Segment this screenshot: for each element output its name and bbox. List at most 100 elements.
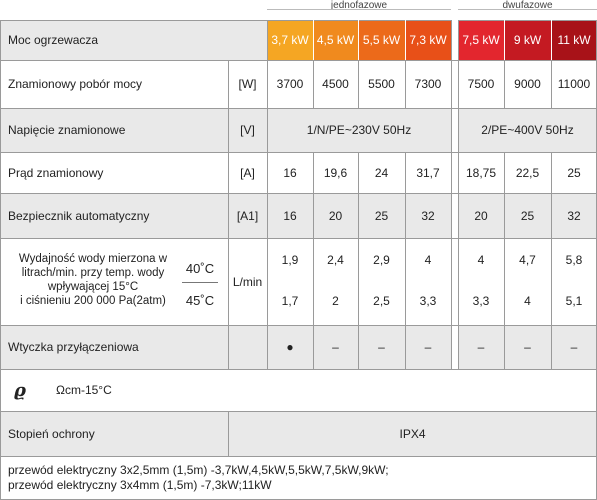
unit-flow: L/min <box>232 274 263 289</box>
rated-power-value: 7500 <box>467 77 495 91</box>
temp-45: 45˚C <box>185 292 215 308</box>
current-value: 31,7 <box>416 165 440 180</box>
row-bg-current <box>0 152 597 193</box>
fuse-value: 25 <box>374 208 389 223</box>
group-label-three-phase: dwufazowe <box>502 0 553 11</box>
plug-value: – <box>570 340 578 354</box>
flow40-value: 1,9 <box>281 253 299 267</box>
flow45-value: 3,3 <box>472 294 490 308</box>
grid-line <box>0 152 597 153</box>
grid-line <box>313 20 314 60</box>
row-bg-cables <box>0 456 597 500</box>
label-current: Prąd znamionowy <box>8 165 104 180</box>
grid-line <box>551 20 552 60</box>
flow40-value: 2,9 <box>373 253 390 267</box>
resistivity-symbol: ϱ <box>14 379 26 401</box>
grid-line <box>358 20 359 60</box>
group-underline-three <box>458 9 597 10</box>
grid-line <box>551 152 552 369</box>
label-fuse: Bezpiecznik automatyczny <box>8 208 150 223</box>
grid-line <box>504 60 505 108</box>
current-value: 24 <box>374 165 389 180</box>
current-value: 16 <box>283 165 297 180</box>
rated-power-value: 7300 <box>414 77 442 91</box>
group-label-single-phase: jednofazowe <box>330 0 388 11</box>
cable-note-2: przewód elektryczny 3x4mm (1,5m) -7,3kW;… <box>8 478 272 492</box>
row-bg-heater <box>0 20 267 60</box>
flow40-value: 4 <box>477 253 485 267</box>
power-cell-11kw: 11 kW <box>551 20 597 60</box>
group-underline-single <box>267 9 451 10</box>
fuse-value: 32 <box>421 208 435 223</box>
rated-power-value: 5500 <box>368 77 395 91</box>
plug-value: ● <box>286 340 294 354</box>
rated-power-value: 4500 <box>322 77 349 91</box>
row-bg-flow <box>0 238 597 325</box>
grid-line <box>405 60 406 108</box>
unit-rated-power: [W] <box>238 77 257 91</box>
power-cell-4-5kw: 4,5 kW <box>313 20 358 60</box>
current-value: 22,5 <box>515 165 540 180</box>
power-cell-3-7kw: 3,7 kW <box>267 20 313 60</box>
row-bg-resistivity <box>0 369 597 411</box>
grid-line <box>313 152 314 369</box>
grid-line <box>313 60 314 108</box>
flow40-value: 4,7 <box>519 253 536 267</box>
voltage-single-phase: 1/N/PE~230V 50Hz <box>306 123 412 137</box>
current-value: 19,6 <box>323 165 348 180</box>
label-rated-power: Znamionowy pobór mocy <box>8 77 143 91</box>
grid-line <box>358 60 359 108</box>
label-voltage: Napięcie znamionowe <box>8 123 126 137</box>
grid-line <box>458 20 459 369</box>
grid-line <box>405 20 406 60</box>
flow45-value: 1,7 <box>281 294 299 308</box>
power-cell-5-5kw: 5,5 kW <box>358 20 405 60</box>
fuse-value: 25 <box>520 208 535 223</box>
grid-line <box>0 193 597 194</box>
row-bg-fuse <box>0 193 597 238</box>
current-value: 18,75 <box>465 165 497 180</box>
rated-power-value: 9000 <box>514 77 541 91</box>
label-heater-power: Moc ogrzewacza <box>8 33 99 47</box>
grid-line <box>267 20 268 369</box>
rated-power-value: 3700 <box>276 77 304 91</box>
temp-divider <box>182 282 218 283</box>
grid-line <box>0 369 597 370</box>
plug-value: – <box>332 340 339 354</box>
grid-line <box>451 20 452 369</box>
unit-voltage: [V] <box>240 123 255 137</box>
cable-notes: przewód elektryczny 3x2,5mm (1,5m) -3,7k… <box>8 463 593 493</box>
rated-power-value: 11000 <box>557 77 591 91</box>
grid-line <box>551 60 552 108</box>
label-protection: Stopień ochrony <box>8 426 95 441</box>
flow40-value: 2,4 <box>327 253 344 267</box>
grid-line <box>504 20 505 60</box>
grid-line <box>0 108 597 109</box>
row-bg-plug <box>0 325 597 369</box>
unit-current: [A] <box>240 165 255 180</box>
row-bg-rated-power <box>0 60 597 108</box>
grid-line <box>228 60 229 369</box>
flow45-value: 2 <box>332 294 339 308</box>
group-gap <box>451 20 458 369</box>
grid-line <box>0 456 597 457</box>
flow45-value: 3,3 <box>419 294 437 308</box>
unit-fuse: [A1] <box>236 208 259 223</box>
flow45-value: 5,1 <box>565 294 583 308</box>
grid-line <box>358 152 359 369</box>
fuse-value: 20 <box>474 208 488 223</box>
label-flow: Wydajność wody mierzona w litrach/min. p… <box>18 253 168 307</box>
row-bg-voltage <box>0 108 597 152</box>
label-plug: Wtyczka przyłączeniowa <box>8 340 139 354</box>
power-cell-9kw: 9 kW <box>504 20 551 60</box>
grid-line <box>0 20 1 500</box>
flow40-value: 5,8 <box>565 253 583 267</box>
fuse-value: 20 <box>328 208 343 223</box>
fuse-value: 32 <box>567 208 581 223</box>
grid-line <box>504 152 505 369</box>
power-cell-7-5kw: 7,5 kW <box>458 20 504 60</box>
current-value: 25 <box>567 165 581 180</box>
flow45-value: 2,5 <box>373 294 390 308</box>
grid-line <box>0 20 451 21</box>
grid-line <box>0 238 597 239</box>
